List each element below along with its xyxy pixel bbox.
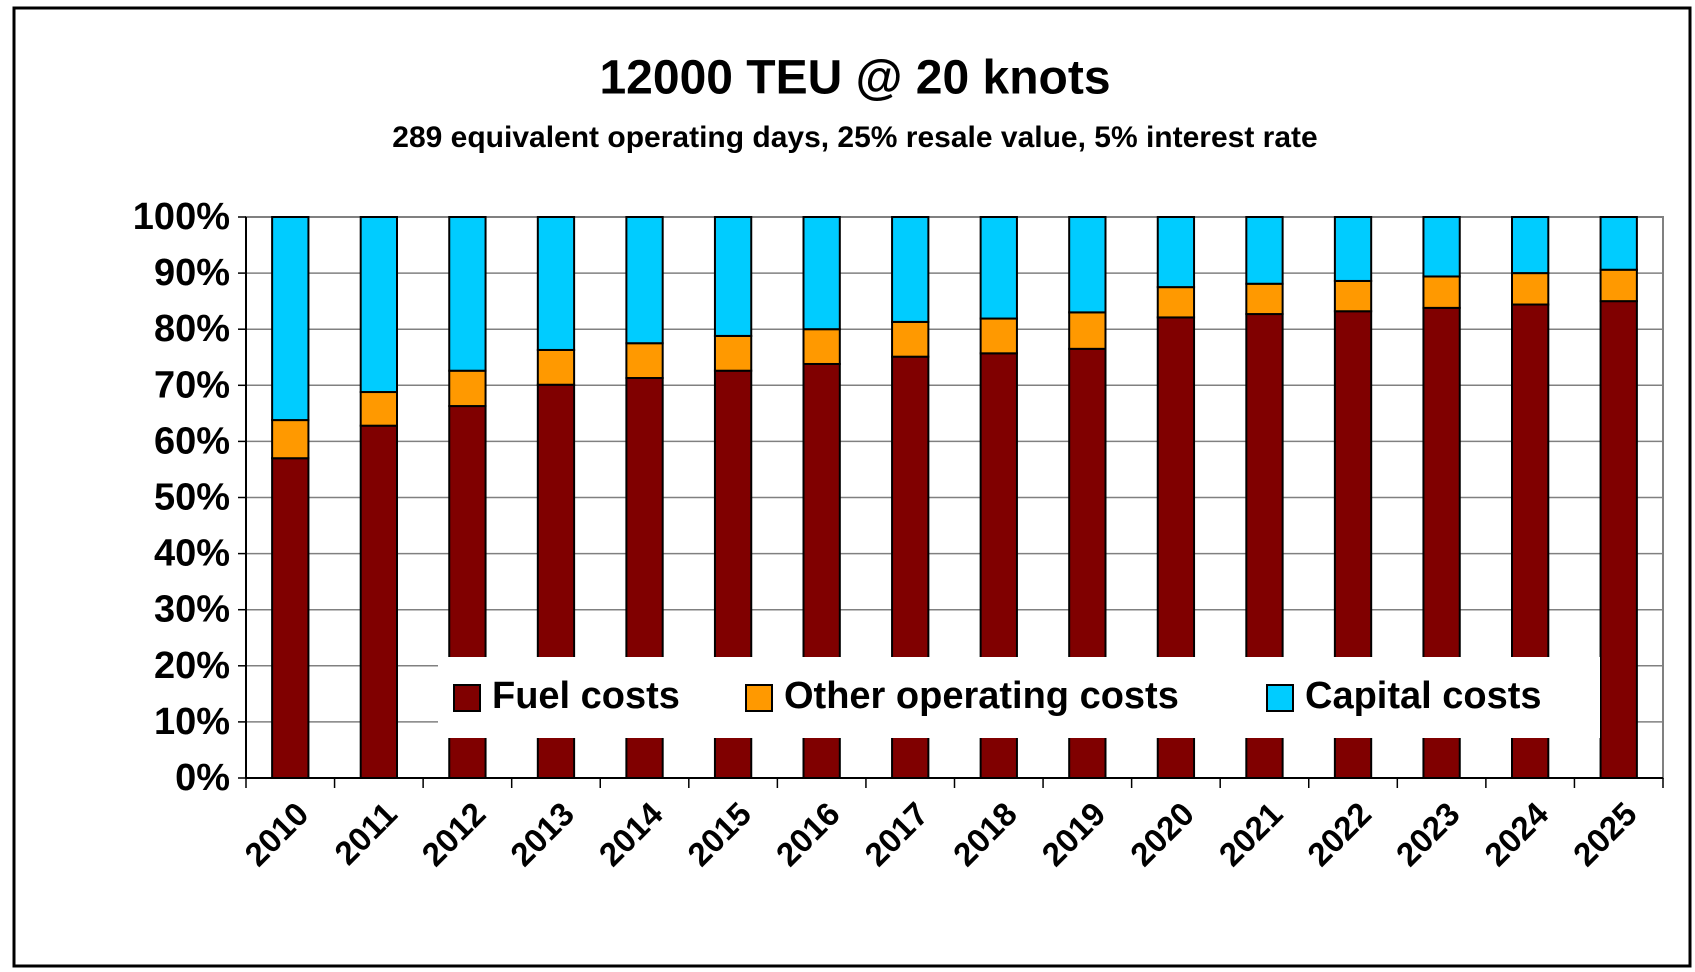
bar-segment [625,216,664,345]
bar-segment [359,391,398,427]
bar-segment [1245,216,1284,285]
bar-segment [448,216,487,372]
legend-swatch [745,684,773,712]
bar-segment [802,216,841,331]
bar-segment [625,342,664,380]
bar-segment [802,328,841,365]
bar-segment [271,419,310,460]
bar-segment [1333,216,1373,282]
bar-segment [979,216,1018,320]
y-tick-label: 90% [154,252,230,294]
bar-segment [1511,216,1550,275]
y-tick-label: 40% [154,533,230,575]
y-tick-label: 10% [154,701,230,743]
chart-title: 12000 TEU @ 20 knots [599,52,1110,105]
y-tick-label: 100% [133,196,230,238]
bar-segment [1599,268,1638,303]
bar-segment [1599,216,1638,271]
chart-subtitle: 289 equivalent operating days, 25% resal… [392,121,1317,154]
bar-segment [979,317,1018,355]
y-tick-label: 50% [154,477,230,519]
legend-box [438,657,1600,738]
bar-segment [1599,300,1638,779]
bar-segment [891,216,930,323]
y-tick-label: 30% [154,589,230,631]
bar-segment [1511,272,1550,306]
y-tick-label: 60% [154,420,230,462]
bar-segment [271,216,310,422]
bar-segment [1333,279,1373,313]
y-tick-label: 20% [154,645,230,687]
bar-segment [448,369,487,408]
bar-segment [1068,216,1107,314]
bar-segment [1068,311,1107,350]
bar-segment [271,457,310,779]
bar-segment [713,334,753,372]
legend-label: Fuel costs [492,675,680,717]
bar-segment [536,216,576,351]
y-tick-label: 80% [154,308,230,350]
bar-segment [1422,216,1461,278]
legend-swatch [1266,684,1294,712]
bar-segment [536,348,576,386]
bar-segment [891,320,930,358]
y-tick-label: 70% [154,364,230,406]
bar-segment [1156,216,1196,289]
bar-segment [359,216,398,394]
bar-segment [713,216,753,337]
bar-segment [359,424,398,779]
legend-label: Capital costs [1305,675,1542,717]
bar-segment [1422,275,1461,309]
bar-segment [1245,282,1284,316]
legend-label: Other operating costs [784,675,1179,717]
bar-segment [1156,286,1196,319]
y-tick-label: 0% [175,757,230,799]
legend-swatch [453,684,481,712]
legend: Fuel costs Other operating costs Capital c… [438,657,1600,738]
